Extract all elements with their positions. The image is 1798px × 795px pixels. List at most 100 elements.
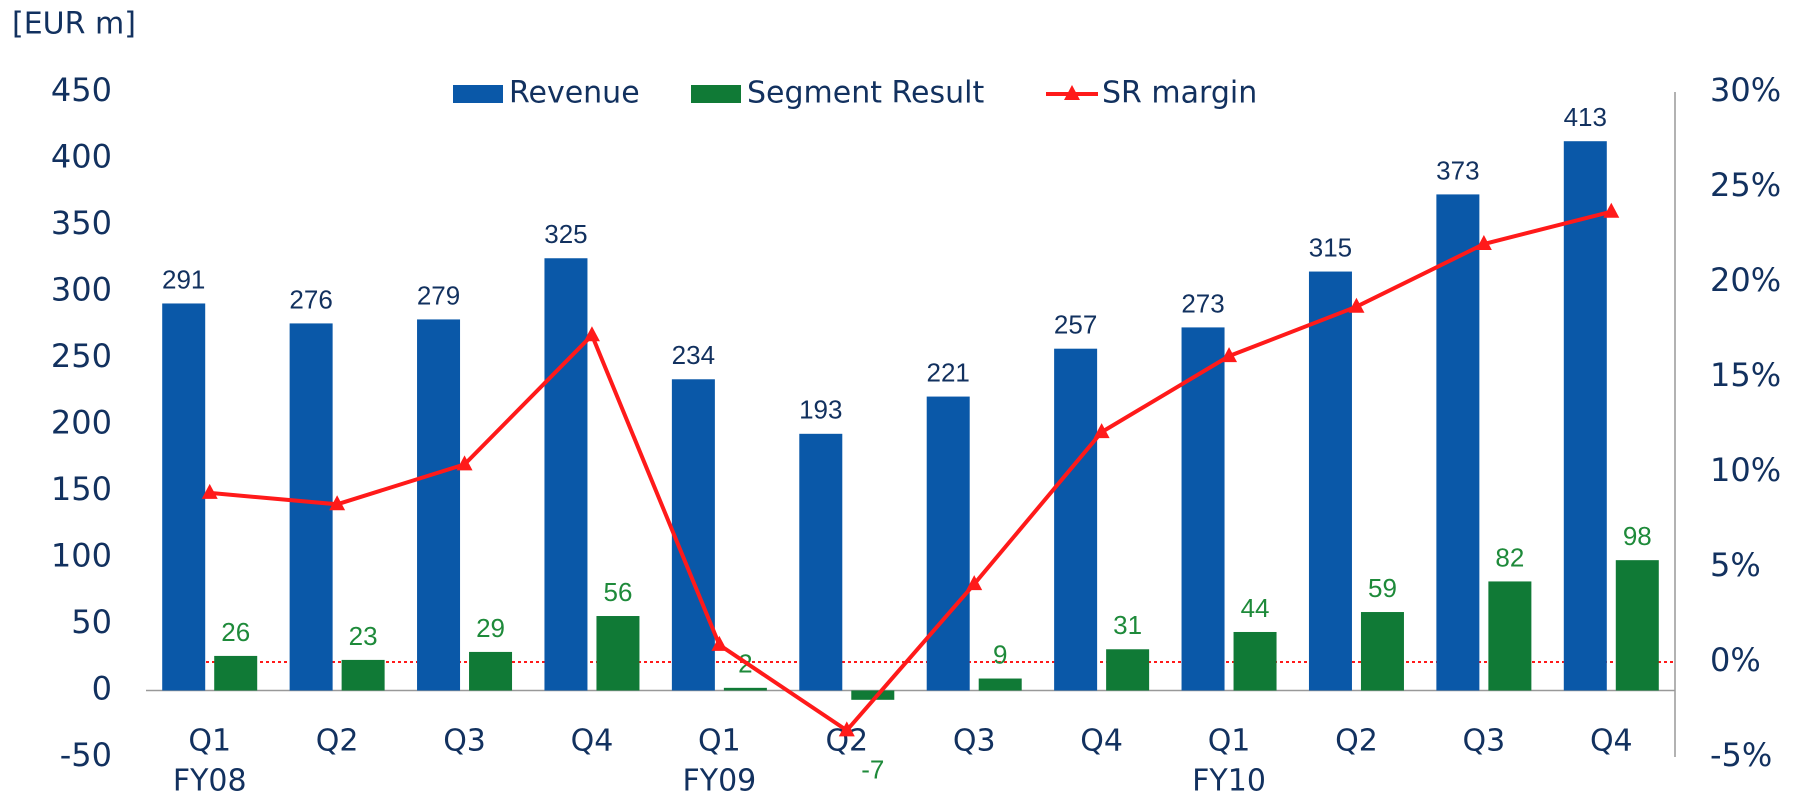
x-tick-label: Q3: [953, 724, 996, 759]
y-tick-label: 200: [51, 404, 112, 442]
legend-swatch: [691, 85, 741, 103]
marker: [329, 495, 346, 511]
unit-label: [EUR m]: [12, 7, 136, 42]
data-label: 56: [603, 577, 632, 607]
data-label: 273: [1181, 288, 1224, 318]
bar: [1360, 612, 1404, 691]
x-group-label: FY10: [1192, 764, 1266, 795]
y-tick-label: 100: [51, 537, 112, 575]
bar: [289, 323, 333, 691]
y-tick-label: 400: [51, 138, 112, 176]
y2-tick-label: 0%: [1710, 641, 1761, 679]
legend-swatch: [453, 85, 503, 103]
data-label: 82: [1495, 542, 1524, 572]
y2-tick-label: 30%: [1710, 71, 1781, 109]
bar: [341, 659, 385, 691]
bar: [1181, 327, 1225, 691]
marker: [1348, 297, 1365, 313]
bar: [978, 678, 1022, 691]
y-tick-label: 50: [71, 603, 112, 641]
data-label: 26: [221, 617, 250, 647]
x-tick-label: Q2: [1335, 724, 1378, 759]
data-label: 98: [1623, 521, 1652, 551]
data-label: 279: [417, 280, 460, 310]
bar: [1054, 348, 1098, 691]
data-label: 221: [927, 357, 970, 387]
y2-tick-label: -5%: [1710, 736, 1772, 774]
x-group-label: FY08: [173, 764, 247, 795]
bar: [723, 687, 767, 691]
y-tick-label: 300: [51, 271, 112, 309]
data-label: 234: [672, 340, 715, 370]
legend-label: Revenue: [509, 76, 640, 111]
data-label: 413: [1564, 102, 1607, 132]
x-tick-label: Q3: [1463, 724, 1506, 759]
legend-marker: [1064, 85, 1080, 100]
x-tick-label: Q2: [316, 724, 359, 759]
x-tick-label: Q1: [698, 724, 741, 759]
data-label: 325: [544, 219, 587, 249]
marker: [1221, 347, 1238, 363]
data-label: 9: [993, 639, 1007, 669]
bar: [851, 690, 895, 700]
data-label: 373: [1436, 155, 1479, 185]
y2-tick-label: 15%: [1710, 356, 1781, 394]
bar: [596, 616, 640, 691]
marker: [711, 635, 728, 651]
bar: [1106, 649, 1150, 691]
marker: [583, 326, 600, 342]
y-tick-label: 0: [92, 670, 112, 708]
marker: [1475, 235, 1492, 250]
bar: [799, 433, 843, 691]
x-tick-label: Q4: [571, 724, 614, 759]
y-tick-label: 250: [51, 337, 112, 375]
data-label: 291: [162, 264, 205, 294]
marker: [201, 483, 218, 499]
bar: [1436, 194, 1480, 691]
y2-tick-label: 25%: [1710, 166, 1781, 204]
data-label: 31: [1113, 610, 1142, 640]
y2-tick-label: 5%: [1710, 546, 1761, 584]
y-tick-label: -50: [60, 736, 112, 774]
marker: [1093, 423, 1110, 439]
x-tick-label: Q3: [443, 724, 486, 759]
legend-label: SR margin: [1102, 76, 1257, 111]
bar: [544, 258, 588, 691]
bar: [1488, 581, 1532, 691]
x-tick-label: Q4: [1080, 724, 1123, 759]
y2-tick-label: 10%: [1710, 451, 1781, 489]
x-group-label: FY09: [682, 764, 756, 795]
data-label: 193: [799, 395, 842, 425]
marker: [456, 455, 473, 471]
data-label: 276: [289, 284, 332, 314]
data-label: 257: [1054, 310, 1097, 340]
marker: [966, 575, 983, 591]
x-tick-label: Q1: [1208, 724, 1251, 759]
legend-label: Segment Result: [747, 76, 984, 111]
data-label: 315: [1309, 232, 1352, 262]
data-label: 23: [349, 621, 378, 651]
y-tick-label: 150: [51, 470, 112, 508]
y-tick-label: 450: [51, 71, 112, 109]
bar: [671, 379, 715, 691]
bar: [1233, 631, 1277, 691]
y2-tick-label: 20%: [1710, 261, 1781, 299]
data-label: 59: [1368, 573, 1397, 603]
bar: [214, 655, 258, 691]
data-label: 44: [1241, 593, 1270, 623]
marker: [1603, 202, 1620, 218]
bar: [1563, 141, 1607, 691]
marker: [838, 721, 855, 737]
bar: [162, 303, 206, 691]
bar: [926, 396, 970, 691]
bar: [469, 651, 513, 691]
y-tick-label: 350: [51, 204, 112, 242]
bar: [417, 319, 461, 691]
x-tick-label: Q4: [1590, 724, 1633, 759]
data-label: 29: [476, 613, 505, 643]
bar: [1615, 560, 1659, 691]
bar: [1308, 271, 1352, 691]
line: [209, 209, 1612, 734]
data-label: -7: [861, 755, 884, 785]
